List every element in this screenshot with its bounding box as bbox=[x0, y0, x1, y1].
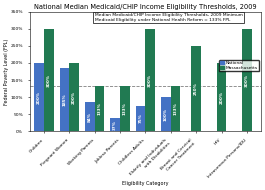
Bar bbox=[85, 102, 95, 131]
Bar bbox=[60, 68, 69, 131]
Text: 37%: 37% bbox=[113, 120, 117, 130]
Bar bbox=[191, 46, 201, 131]
Legend: National, Massachusetts: National, Massachusetts bbox=[219, 60, 259, 71]
Bar bbox=[34, 63, 44, 131]
Bar bbox=[44, 29, 54, 131]
Text: 100%: 100% bbox=[164, 108, 168, 120]
Text: 75%: 75% bbox=[139, 113, 143, 123]
Bar bbox=[161, 97, 171, 131]
Bar bbox=[217, 63, 226, 131]
Text: Median Medicaid/CHIP Income Eligibility Thresholds, 2009 Minimum
Medicaid Eligib: Median Medicaid/CHIP Income Eligibility … bbox=[95, 13, 242, 22]
Bar bbox=[242, 29, 252, 131]
Text: 200%: 200% bbox=[72, 90, 76, 104]
Text: 200%: 200% bbox=[219, 90, 223, 104]
Bar bbox=[111, 119, 120, 131]
X-axis label: Eligibility Category: Eligibility Category bbox=[122, 181, 169, 186]
Bar bbox=[136, 105, 145, 131]
Bar bbox=[120, 86, 130, 131]
Text: 133%: 133% bbox=[98, 102, 101, 115]
Text: 185%: 185% bbox=[63, 93, 67, 106]
Text: 300%: 300% bbox=[47, 74, 51, 86]
Bar bbox=[95, 86, 104, 131]
Bar bbox=[171, 86, 180, 131]
Text: 300%: 300% bbox=[148, 74, 152, 86]
Title: National Median Medicaid/CHIP Income Eligibility Thresholds, 2009: National Median Medicaid/CHIP Income Eli… bbox=[34, 4, 257, 10]
Y-axis label: Federal Poverty Level (FPL): Federal Poverty Level (FPL) bbox=[4, 38, 9, 105]
Text: 300%: 300% bbox=[245, 74, 249, 86]
Text: 84%: 84% bbox=[88, 112, 92, 122]
Text: 250%: 250% bbox=[194, 82, 198, 95]
Text: 133%: 133% bbox=[123, 102, 127, 115]
Text: 133%: 133% bbox=[174, 102, 178, 115]
Bar bbox=[145, 29, 155, 131]
Text: 200%: 200% bbox=[37, 90, 41, 104]
Bar bbox=[69, 63, 79, 131]
